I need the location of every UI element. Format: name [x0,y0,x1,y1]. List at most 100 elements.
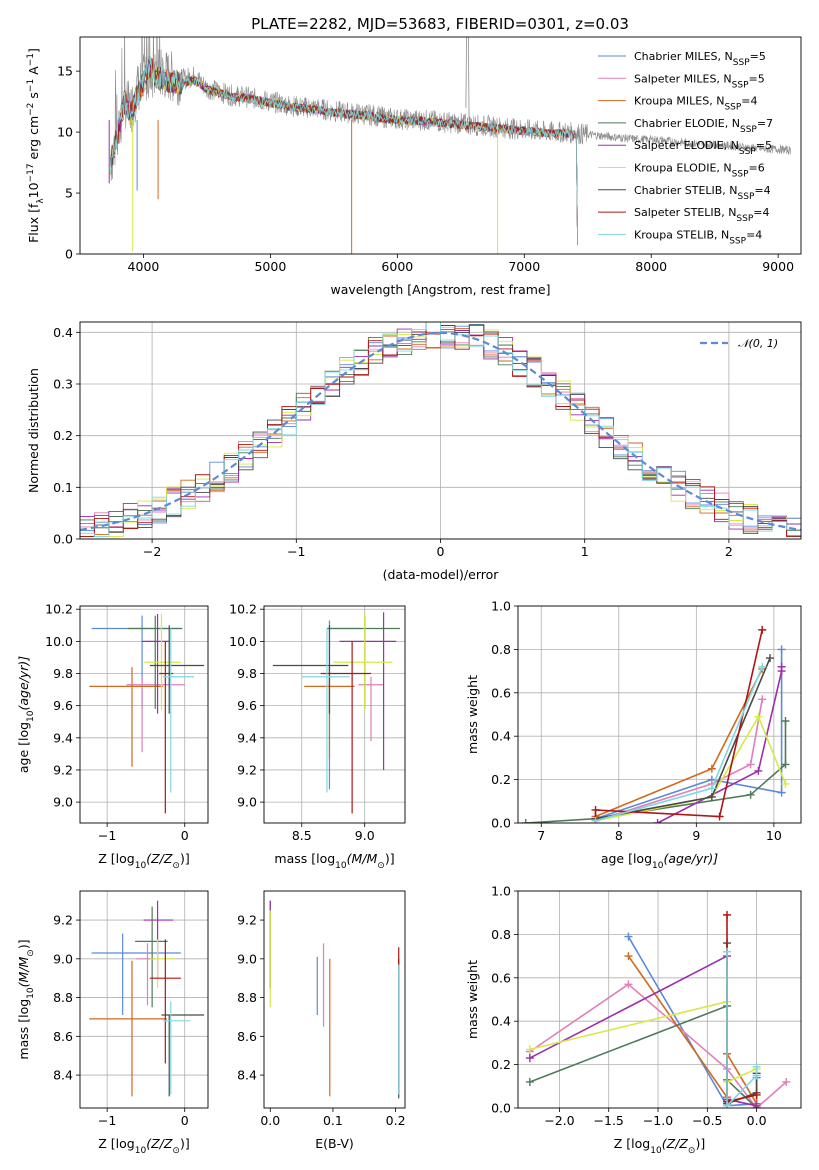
mass-weight-marker [758,625,767,634]
y-tick-label: 0.4 [53,325,73,340]
mass-weight-marker [746,760,755,769]
axes-frame [517,890,802,1109]
mass-weight-line [595,699,763,822]
x-axis-title: (data-model)/error [383,567,500,582]
y-tick-label: 15 [57,64,73,79]
axes-frame [79,605,209,824]
x-axis-title: Z [log10(Z/Z⊙)] [614,1136,705,1156]
y-tick-label: 0.4 [491,1014,511,1029]
mass-weight-marker [752,1090,761,1099]
x-tick-label: 5000 [254,259,286,274]
x-tick-label: 10 [766,828,782,843]
y-tick-label: 10.2 [45,602,73,617]
mass-weight-line [595,714,787,822]
legend-label: Salpeter ELODIE, NSSP=5 [634,139,772,157]
mass-weight-marker [707,792,716,801]
mass-weight-marker [525,1045,534,1054]
mass-weight-marker [525,1054,534,1063]
legend-label: Chabrier ELODIE, NSSP=7 [634,117,773,135]
panel-spectrum: 4000 5000 6000 7000 8000 9000 0 5 10 15 wavelength… [26,36,802,297]
x-tick-label: 0.2 [386,1113,406,1128]
mass-weight-marker [624,980,633,989]
y-tick-label: 8.8 [237,990,257,1005]
plot-area [80,322,801,537]
mass-weight-line [594,629,763,821]
x-tick-label: 9.0 [355,828,375,843]
y-tick-label: 10 [57,125,73,140]
mass-weight-marker [746,790,755,799]
y-tick-label: 8.4 [237,1068,257,1083]
x-tick-label: 7000 [508,259,540,274]
mass-weight-marker [781,760,790,769]
y-axis-title: Flux [fλ10−17 erg cm−2 s−1 A−1] [26,48,46,243]
observed-spectrum-line [110,37,791,181]
y-tick-label: 0.4 [491,729,511,744]
mass-weight-marker [781,779,790,788]
y-tick-label: 8.6 [53,1029,73,1044]
panel-residuals: −2 −1 0 1 2 0.0 0.1 0.2 0.3 0.4 𝒩(0, 1) (data-model… [26,321,802,582]
y-tick-label: 9.6 [237,698,257,713]
mass-weight-marker [723,910,732,919]
mass-weight-marker [754,766,763,775]
y-tick-label: 0 [65,247,73,262]
legend-label: 𝒩(0, 1) [738,337,778,350]
mass-weight-marker [521,819,530,823]
panel-age_vs_Z: −1 0 9.0 9.2 9.4 9.6 9.8 10.0 10.2 Z [log10(Z/Z⊙)… [16,602,209,871]
mass-weight-marker [624,932,633,941]
plot-area [89,614,205,814]
y-tick-label: 9.6 [53,698,73,713]
y-tick-label: 9.0 [53,795,73,810]
axes-frame [517,605,802,824]
y-tick-label: 9.8 [53,666,73,681]
y-tick-label: 0.2 [491,1057,511,1072]
axes-frame [263,890,406,1109]
y-tick-label: 0.3 [53,377,73,392]
y-tick-label: 9.4 [237,730,257,745]
x-tick-label: 6000 [381,259,413,274]
y-tick-label: 0.8 [491,927,511,942]
x-axis-title: E(B-V) [315,1136,354,1151]
x-tick-label: −1 [287,544,305,559]
x-tick-label: 7 [537,828,545,843]
x-tick-label: −0.5 [692,1113,722,1128]
x-axis-title: Z [log10(Z/Z⊙)] [98,851,189,871]
mass-weight-marker [591,805,600,814]
y-tick-label: 9.8 [237,666,257,681]
mass-weight-marker [752,1062,761,1071]
plot-area [269,900,400,1099]
normal-pdf-line [80,331,801,531]
x-tick-label: 0.0 [747,1113,767,1128]
y-axis-title: age [log10(age/yr)] [16,656,36,773]
panel-mass_vs_Z: −1 0 8.4 8.6 8.8 9.0 9.2 Z [log10(Z/Z⊙)] mass [l… [16,890,209,1156]
residual-histogram-step [80,327,801,537]
mass-weight-marker [723,1101,732,1108]
y-tick-label: 0.0 [53,532,73,547]
panel-massweight_vs_age: 7 8 9 10 0.0 0.2 0.4 0.6 0.8 1.0 age [log10(age/yr… [465,599,802,871]
mass-weight-marker [752,1101,761,1108]
mass-weight-marker [777,788,786,797]
mass-weight-marker [707,784,716,793]
mass-weight-marker [525,1077,534,1086]
axes-frame [79,36,802,255]
x-tick-label: 8.5 [292,828,312,843]
y-tick-label: 0.2 [491,772,511,787]
mass-weight-marker [754,712,763,721]
x-tick-label: 0 [181,828,189,843]
y-tick-label: 1.0 [491,599,511,614]
mass-weight-marker [591,816,600,823]
legend-label: Salpeter STELIB, NSSP=4 [634,206,770,224]
y-tick-label: 10.0 [229,634,257,649]
x-tick-label: −1.5 [594,1113,624,1128]
plot-area [272,612,400,814]
x-axis-title: age [log10(age/yr)] [601,851,718,871]
mass-weight-marker [624,952,633,961]
y-tick-label: 9.2 [237,913,257,928]
model-spectrum-line [110,56,578,246]
y-tick-label: 5 [65,186,73,201]
y-tick-label: 0.1 [53,480,73,495]
y-axis-title: Normed distribution [26,368,41,493]
x-tick-label: −1 [98,1113,116,1128]
mass-weight-marker [777,662,786,671]
mass-weight-marker [653,819,662,823]
mass-weight-marker [781,717,790,726]
